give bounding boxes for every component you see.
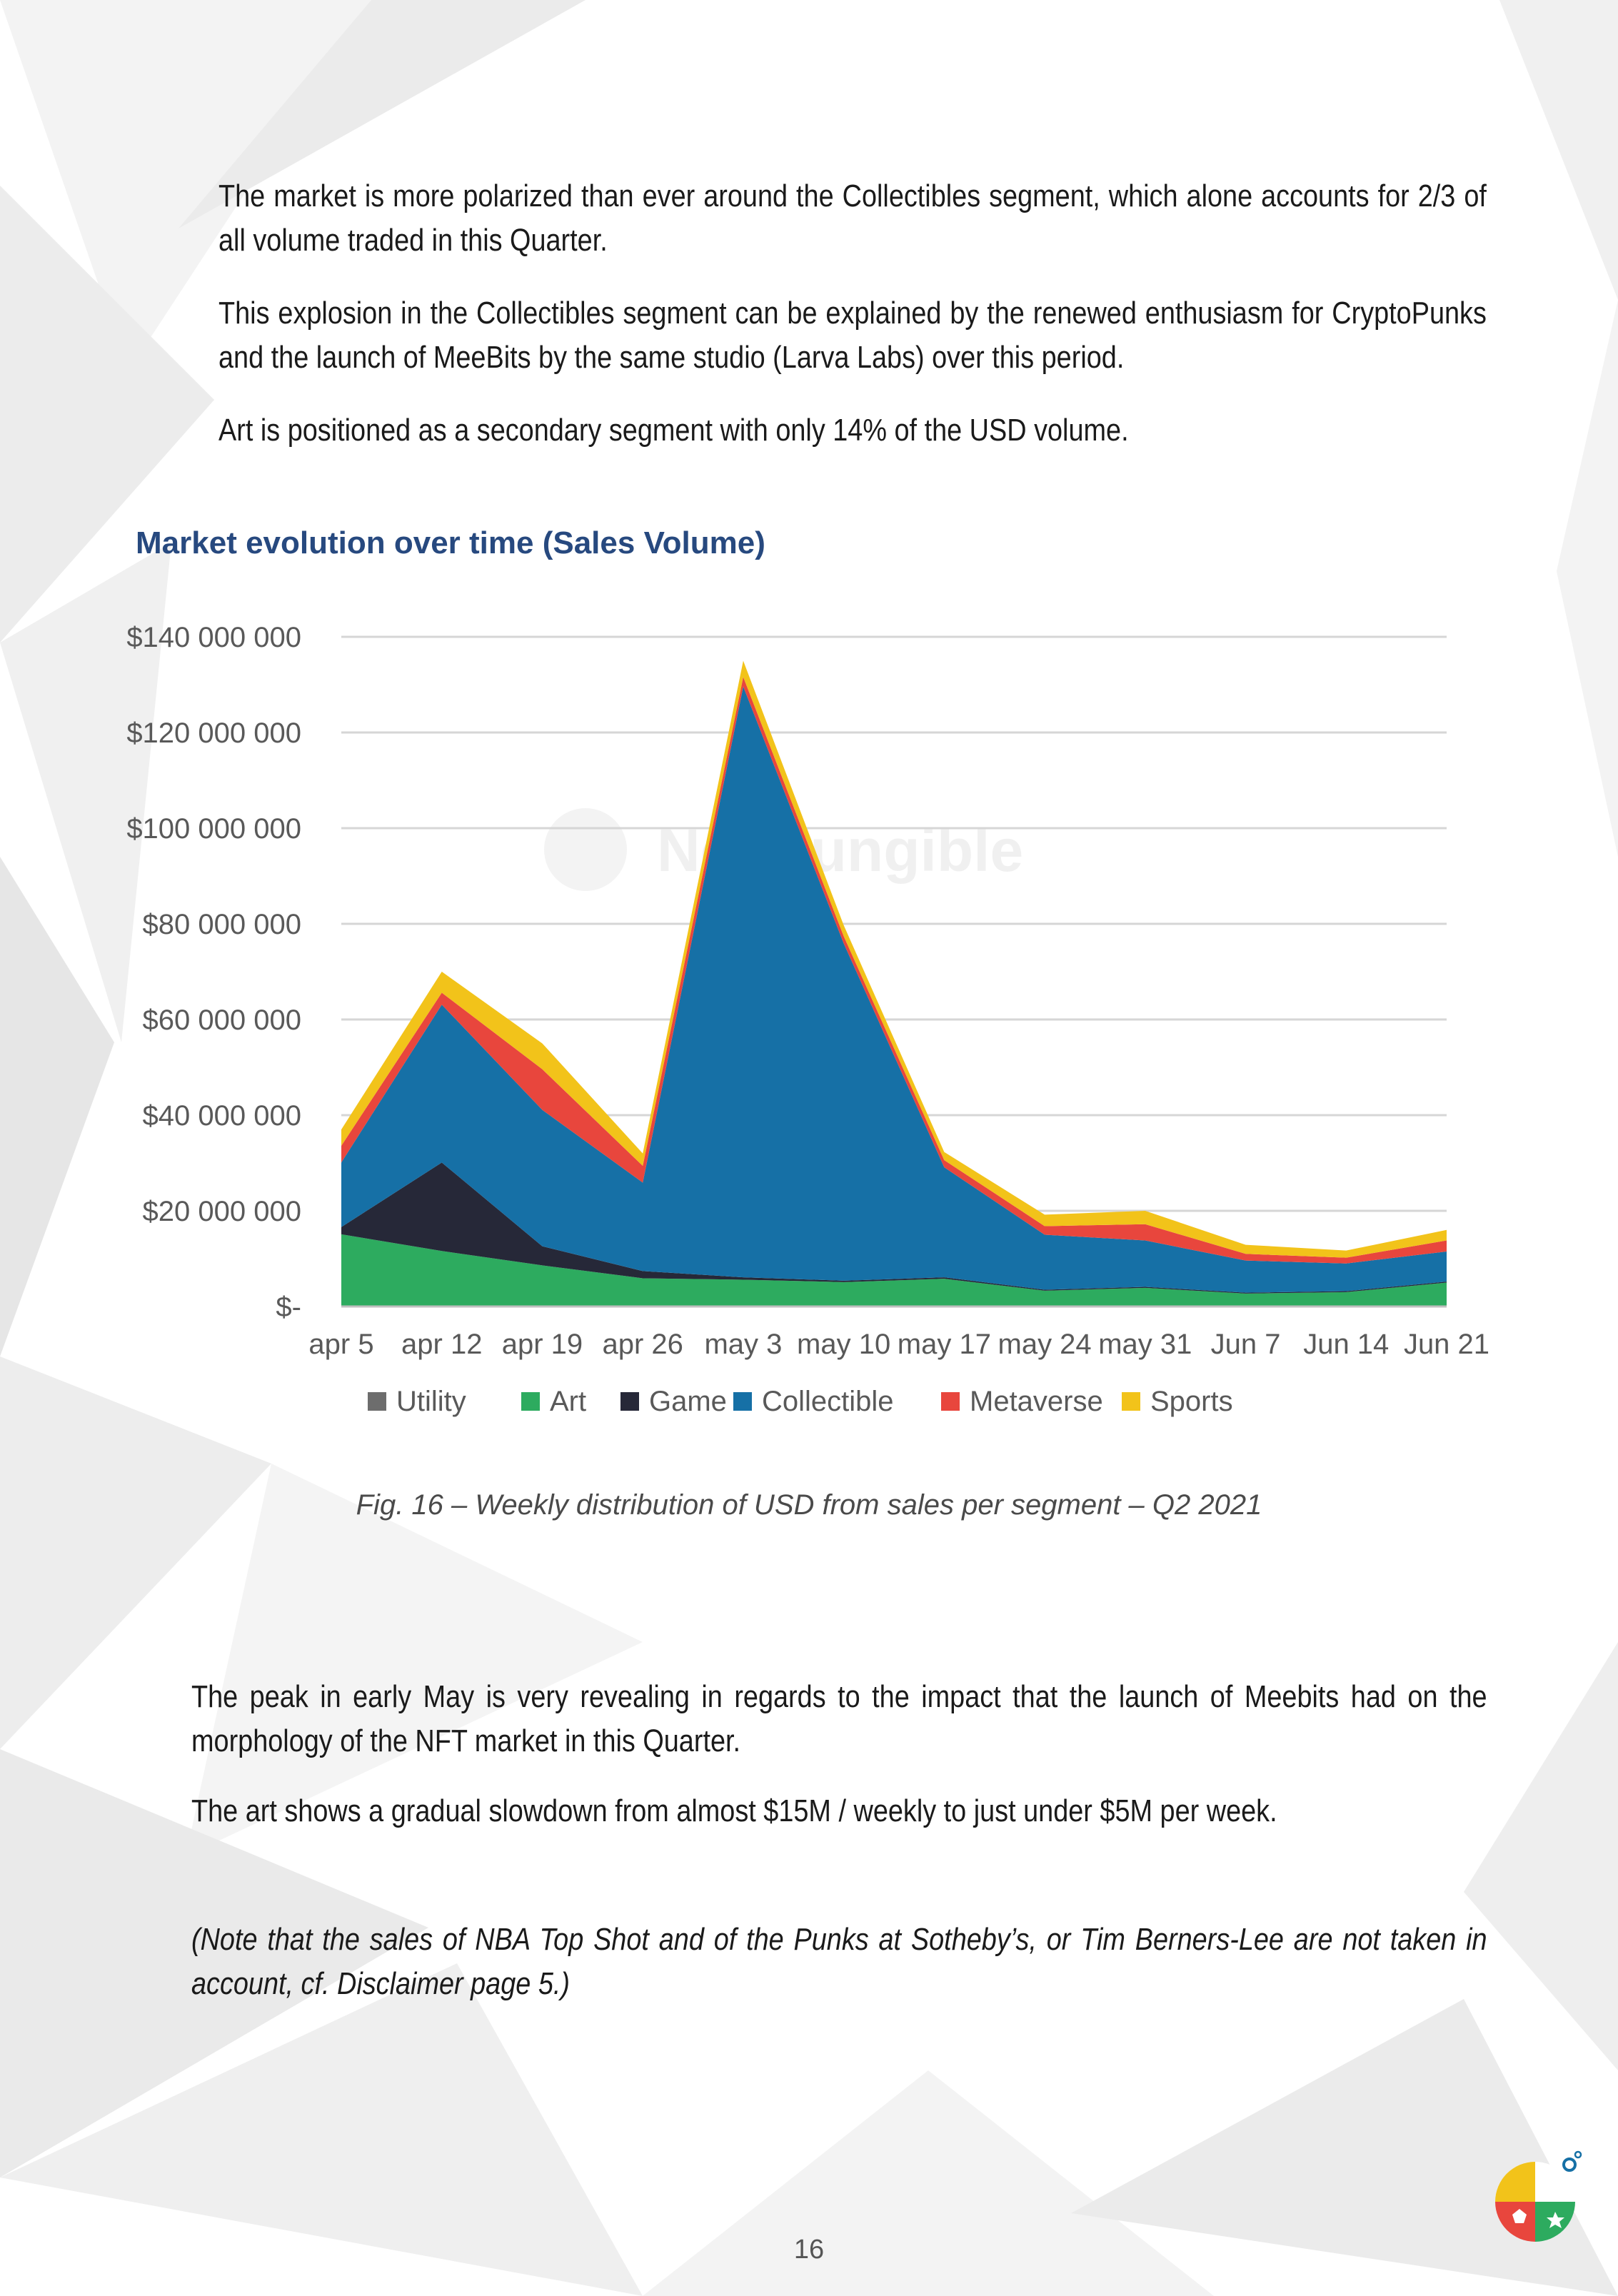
legend-label-utility: Utility	[396, 1386, 466, 1417]
analysis-paragraph-1: The peak in early May is very revealing …	[191, 1679, 1487, 1758]
figure-caption: Fig. 16 – Weekly distribution of USD fro…	[356, 1489, 1262, 1521]
x-tick-label: apr 12	[401, 1329, 482, 1360]
legend-label-game: Game	[649, 1386, 727, 1417]
series-area-collectible	[341, 686, 1447, 1293]
legend-label-art: Art	[550, 1386, 586, 1417]
legend-swatch-metaverse	[941, 1392, 960, 1411]
y-tick-label: $100 000 000	[126, 813, 301, 845]
y-tick-label: $80 000 000	[143, 909, 301, 940]
x-tick-label: may 10	[797, 1329, 890, 1360]
x-tick-label: may 24	[998, 1329, 1092, 1360]
legend-label-sports: Sports	[1150, 1386, 1233, 1417]
y-tick-label: $40 000 000	[143, 1100, 301, 1132]
legend-label-metaverse: Metaverse	[970, 1386, 1103, 1417]
y-tick-label: $-	[276, 1292, 301, 1323]
intro-paragraph-2: This explosion in the Collectibles segme…	[218, 296, 1487, 375]
x-tick-label: may 3	[704, 1329, 782, 1360]
page-number: 16	[793, 2235, 825, 2265]
publisher-logo	[1495, 2150, 1582, 2242]
legend-swatch-sports	[1122, 1392, 1140, 1411]
legend-swatch-utility	[368, 1392, 386, 1411]
x-tick-label: apr 19	[502, 1329, 583, 1360]
x-tick-label: Jun 14	[1303, 1329, 1389, 1360]
x-tick-label: may 31	[1098, 1329, 1192, 1360]
legend-label-collectible: Collectible	[762, 1386, 894, 1417]
y-tick-label: $20 000 000	[143, 1196, 301, 1227]
intro-paragraph-1: The market is more polarized than ever a…	[218, 178, 1487, 258]
watermark-logo-icon	[544, 808, 627, 891]
legend-swatch-art	[521, 1392, 540, 1411]
series-area-art	[341, 1234, 1447, 1306]
series-area-game	[341, 1162, 1447, 1294]
y-tick-label: $60 000 000	[143, 1004, 301, 1036]
x-tick-label: may 17	[898, 1329, 991, 1360]
area-chart: NonFungible $-$20 000 000$40 000 000$60 …	[126, 622, 1489, 1417]
disclaimer-note: (Note that the sales of NBA Top Shot and…	[191, 1922, 1487, 2001]
legend-swatch-collectible	[733, 1392, 752, 1411]
x-tick-label: apr 26	[602, 1329, 683, 1360]
analysis-paragraph-2: The art shows a gradual slowdown from al…	[191, 1793, 1277, 1828]
legend-swatch-game	[620, 1392, 639, 1411]
intro-paragraph-3: Art is positioned as a secondary segment…	[218, 413, 1129, 448]
x-tick-label: Jun 21	[1404, 1329, 1489, 1360]
x-tick-label: apr 5	[308, 1329, 373, 1360]
chart-title: Market evolution over time (Sales Volume…	[136, 525, 765, 560]
y-tick-label: $120 000 000	[126, 718, 301, 749]
y-tick-label: $140 000 000	[126, 622, 301, 653]
x-tick-label: Jun 7	[1211, 1329, 1281, 1360]
